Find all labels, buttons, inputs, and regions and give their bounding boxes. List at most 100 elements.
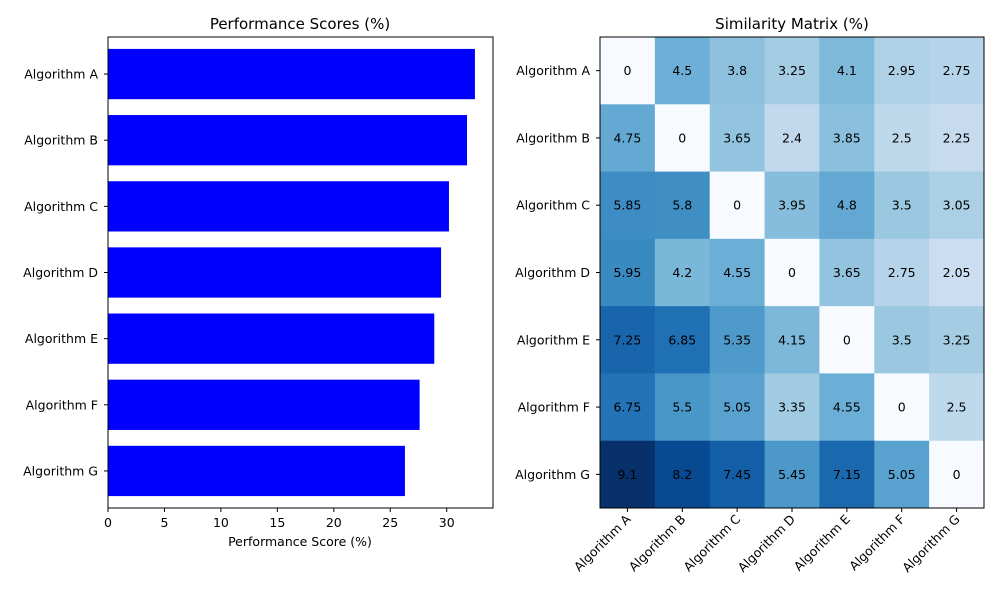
heatmap-cell — [929, 238, 985, 307]
heatmap-cell-label: 2.25 — [943, 130, 971, 145]
heatmap-cell — [874, 171, 930, 240]
heatmap-y-tick-label: Algorithm A — [516, 63, 590, 78]
heatmap-cell — [819, 238, 875, 307]
heatmap-cell — [654, 171, 711, 240]
heatmap-cell — [600, 37, 656, 105]
bar — [108, 313, 435, 364]
heatmap-cell-label: 9.1 — [617, 467, 637, 482]
bar — [108, 247, 442, 298]
heatmap-cell-label: 4.2 — [672, 265, 692, 280]
heatmap-cell-label: 7.25 — [614, 332, 642, 347]
heatmap-cell — [764, 171, 820, 240]
heatmap-cell-label: 2.5 — [892, 130, 912, 145]
y-tick-label: Algorithm B — [24, 133, 98, 148]
heatmap-cell-label: 2.4 — [782, 130, 802, 145]
heatmap-cell — [709, 306, 766, 374]
heatmap-cells: 0 4.5 3.8 3.25 4.1 2.95 2.75 4.75 0 3.65 2.4 3.85 2.… — [600, 37, 985, 509]
heatmap-cell-label: 2.75 — [943, 63, 971, 78]
heatmap-cell-label: 5.85 — [614, 198, 642, 213]
x-tick-label: 0 — [104, 515, 112, 530]
heatmap-cell-label: 0 — [788, 265, 796, 280]
heatmap-cell-label: 0 — [953, 467, 961, 482]
heatmap-cell-label: 4.1 — [837, 63, 857, 78]
heatmap-cell — [709, 37, 766, 105]
bar-chart-bars — [108, 48, 475, 497]
heatmap-cell — [874, 238, 930, 307]
heatmap-cell — [654, 104, 711, 173]
y-tick-label: Algorithm G — [23, 463, 98, 478]
heatmap-cell — [929, 373, 985, 442]
heatmap-cell-label: 3.8 — [727, 63, 747, 78]
heatmap-cell-label: 5.05 — [723, 400, 751, 415]
heatmap-cell — [819, 37, 875, 105]
heatmap-cell — [654, 440, 711, 509]
heatmap-y-ticks: Algorithm A Algorithm B Algorithm C Algorit… — [515, 63, 600, 482]
heatmap-cell-label: 7.15 — [833, 467, 861, 482]
heatmap-cell-label: 5.05 — [888, 467, 916, 482]
heatmap-cell — [874, 306, 930, 374]
heatmap-x-tick-label: Algorithm D — [735, 512, 799, 576]
heatmap-cell-label: 3.65 — [723, 130, 751, 145]
heatmap-cell — [654, 373, 711, 442]
bar-chart-x-ticks: 0 5 10 15 20 25 30 — [104, 508, 455, 530]
bar — [108, 181, 449, 232]
heatmap-cell-label: 0 — [678, 130, 686, 145]
heatmap-title: Similarity Matrix (%) — [715, 15, 869, 33]
bar — [108, 48, 475, 100]
heatmap-cell — [709, 373, 766, 442]
heatmap-cell-label: 7.45 — [723, 467, 751, 482]
heatmap-cell-label: 3.65 — [833, 265, 861, 280]
heatmap-cell — [929, 171, 985, 240]
heatmap-cell — [819, 171, 875, 240]
y-tick-label: Algorithm C — [24, 199, 98, 214]
heatmap-cell-label: 2.05 — [943, 265, 971, 280]
heatmap-y-tick-label: Algorithm C — [516, 198, 590, 213]
heatmap-cell — [600, 238, 656, 307]
heatmap-cell-label: 3.5 — [892, 198, 912, 213]
heatmap-cell-label: 0 — [623, 63, 631, 78]
heatmap-cell-label: 5.5 — [672, 400, 692, 415]
heatmap-cell-label: 3.35 — [778, 400, 806, 415]
heatmap-cell — [764, 306, 820, 374]
heatmap-cell — [600, 104, 656, 173]
x-tick-label: 25 — [382, 515, 398, 530]
heatmap-cell-label: 4.15 — [778, 332, 806, 347]
heatmap-cell — [600, 440, 656, 509]
heatmap-cell-label: 3.95 — [778, 198, 806, 213]
heatmap-cell — [929, 37, 985, 105]
heatmap-cell-label: 4.55 — [833, 400, 861, 415]
x-tick-label: 30 — [439, 515, 455, 530]
y-tick-label: Algorithm D — [23, 265, 98, 280]
heatmap-y-tick-label: Algorithm B — [516, 130, 590, 145]
heatmap-cell-label: 0 — [898, 400, 906, 415]
heatmap-cell-label: 3.25 — [943, 332, 971, 347]
heatmap-cell-label: 6.75 — [614, 400, 642, 415]
heatmap-cell — [874, 37, 930, 105]
heatmap-y-tick-label: Algorithm G — [515, 467, 590, 482]
heatmap-cell-label: 4.55 — [723, 265, 751, 280]
bar — [108, 445, 405, 497]
bar-chart-x-axis-label: Performance Score (%) — [228, 534, 372, 549]
heatmap-cell-label: 5.45 — [778, 467, 806, 482]
heatmap-x-tick-label: Algorithm G — [899, 512, 963, 576]
heatmap-cell — [819, 104, 875, 173]
heatmap-y-tick-label: Algorithm E — [517, 332, 590, 347]
heatmap-cell-label: 3.05 — [943, 198, 971, 213]
heatmap-cell — [764, 238, 820, 307]
bar — [108, 115, 468, 166]
heatmap-cell — [764, 440, 820, 509]
y-tick-label: Algorithm F — [26, 397, 98, 412]
heatmap-cell — [819, 373, 875, 442]
heatmap-cell-label: 5.8 — [672, 198, 692, 213]
x-tick-label: 20 — [326, 515, 342, 530]
heatmap-cell-label: 3.5 — [892, 332, 912, 347]
heatmap-cell — [709, 238, 766, 307]
x-tick-label: 10 — [213, 515, 229, 530]
heatmap-cell — [764, 373, 820, 442]
y-tick-label: Algorithm E — [25, 331, 98, 346]
heatmap-cell — [929, 104, 985, 173]
heatmap-cell — [654, 306, 711, 374]
heatmap-cell — [819, 440, 875, 509]
